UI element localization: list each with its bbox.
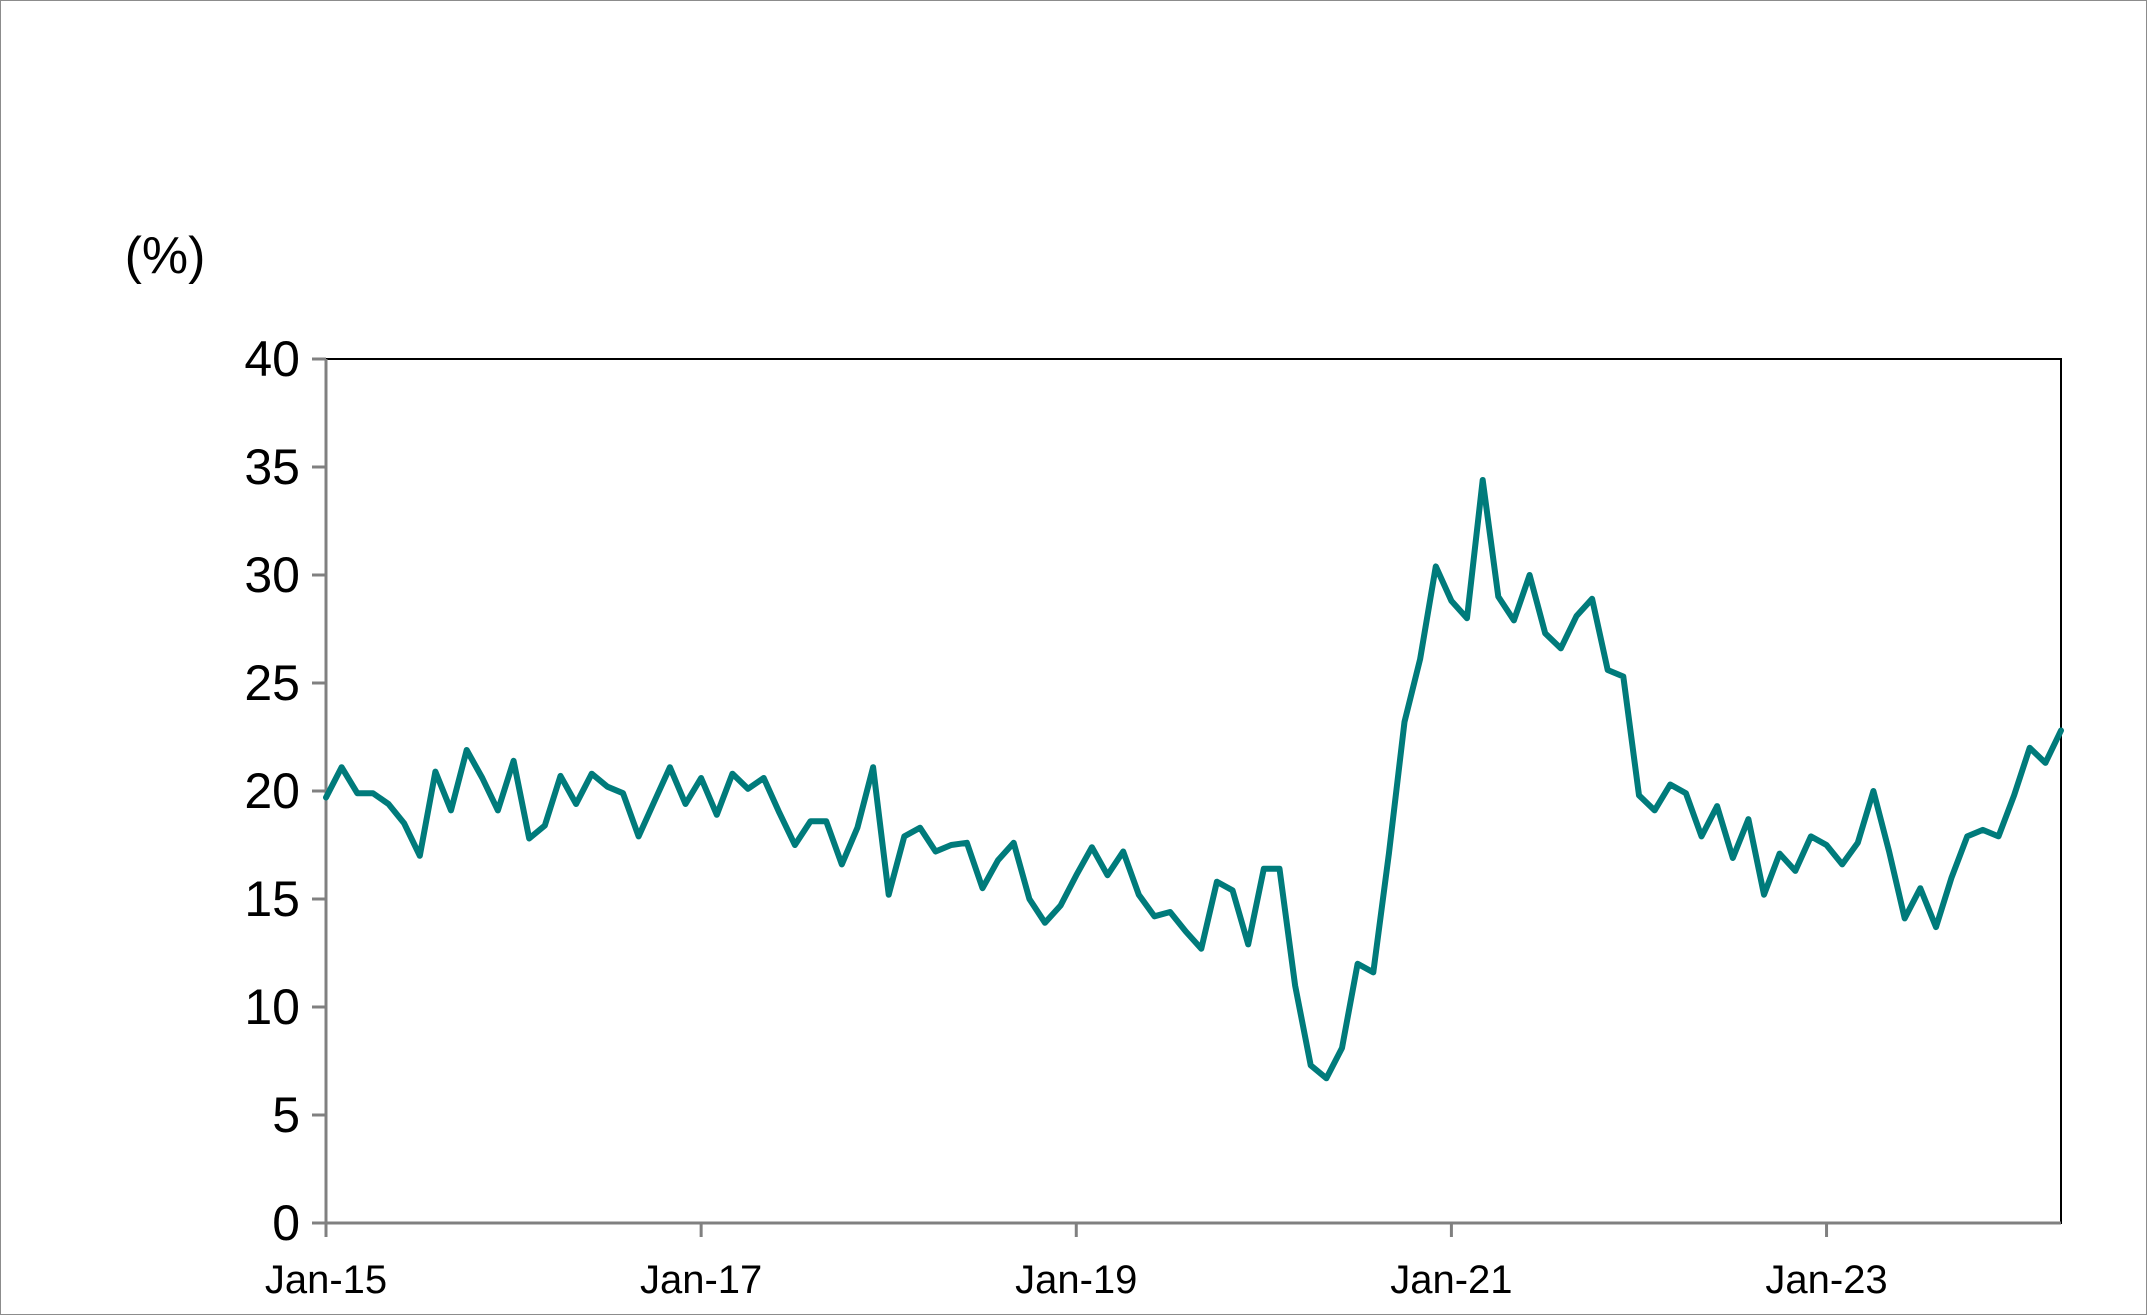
y-tick-label: 30: [244, 547, 300, 603]
y-tick-label: 5: [272, 1087, 300, 1143]
y-unit-label: (%): [125, 227, 206, 285]
y-tick-label: 10: [244, 979, 300, 1035]
axes: 0 5 10 15 20 25 30 35 40 Jan-15 Jan-17 Jan-19 Jan-21…: [244, 331, 2062, 1302]
y-tick-label: 40: [244, 331, 300, 387]
series-marks: [323, 477, 2064, 1082]
x-tick-label: Jan-19: [1015, 1258, 1137, 1302]
x-tick-label: Jan-23: [1765, 1258, 1887, 1302]
x-tick-label: Jan-15: [265, 1258, 387, 1302]
y-tick-label: 25: [244, 655, 300, 711]
series-line: [323, 477, 2064, 1082]
y-tick-label: 35: [244, 439, 300, 495]
plot-area-border: [325, 358, 2062, 1224]
x-tick-label: Jan-17: [640, 1258, 762, 1302]
y-tick-label: 15: [244, 871, 300, 927]
y-tick-label: 20: [244, 763, 300, 819]
y-tick-label: 0: [272, 1195, 300, 1251]
x-tick-label: Jan-21: [1390, 1258, 1512, 1302]
